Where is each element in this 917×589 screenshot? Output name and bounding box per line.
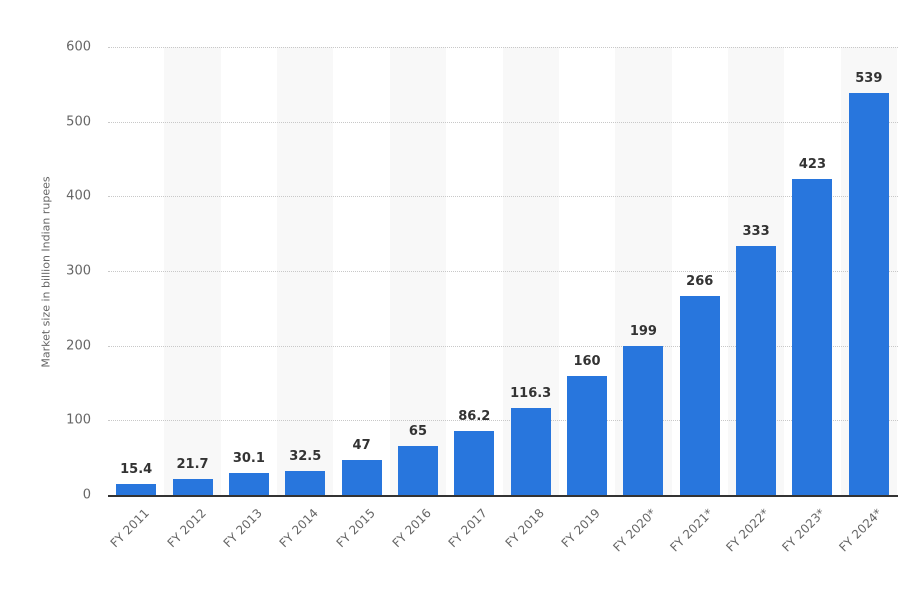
gridline: [108, 122, 898, 123]
bar-value-label: 199: [629, 324, 657, 340]
bar-value-label: 47: [352, 437, 371, 453]
y-tick-label: 100: [66, 412, 91, 428]
bar-value-label: 333: [742, 224, 770, 240]
y-tick-label: 500: [66, 114, 91, 130]
x-tick-label: FY 2022*: [723, 506, 772, 555]
bar-value-label: 539: [855, 70, 883, 86]
x-axis-line: [108, 495, 898, 497]
x-tick-label: FY 2023*: [779, 506, 829, 555]
x-tick-label: FY 2019: [558, 506, 603, 551]
gridline: [108, 271, 898, 272]
bar: [510, 408, 551, 495]
bar-value-label: 32.5: [289, 448, 322, 464]
y-tick-label: 0: [82, 487, 91, 503]
bar: [172, 478, 213, 495]
bar: [623, 346, 664, 495]
x-tick-label: FY 2013: [220, 506, 265, 551]
x-tick-label: FY 2024*: [836, 506, 885, 555]
bar-value-label: 65: [408, 424, 427, 440]
bar: [736, 246, 777, 495]
bar: [285, 470, 326, 495]
x-tick-label: FY 2021*: [667, 506, 716, 555]
x-tick-label: FY 2020*: [610, 506, 660, 555]
y-axis-title: Market size in billion Indian rupees: [39, 176, 53, 368]
x-tick-label: FY 2017: [445, 506, 491, 551]
bar-value-label: 30.1: [232, 450, 265, 466]
bar: [116, 483, 157, 495]
bar: [341, 459, 382, 495]
bar: [454, 430, 495, 495]
x-tick-label: FY 2018: [502, 506, 547, 551]
bar-value-label: 15.4: [120, 461, 153, 477]
bar-value-label: 116.3: [510, 386, 552, 402]
x-tick-label: FY 2012: [164, 506, 209, 551]
x-tick-label: FY 2016: [389, 506, 434, 551]
bar: [397, 446, 438, 495]
gridline: [108, 196, 898, 197]
bar-value-label: 160: [573, 353, 601, 369]
y-tick-label: 200: [66, 338, 91, 354]
bar-value-label: 266: [686, 274, 714, 290]
bar-value-label: 423: [798, 157, 827, 173]
bar: [792, 179, 833, 495]
bar-value-label: 21.7: [176, 456, 209, 472]
bar-value-label: 86.2: [458, 408, 491, 424]
x-tick-label: FY 2011: [107, 506, 153, 551]
x-tick-label: FY 2015: [333, 506, 378, 551]
gridline: [108, 47, 898, 48]
bar: [228, 472, 269, 495]
bar: [679, 296, 720, 495]
y-tick-label: 300: [66, 263, 91, 279]
y-tick-label: 400: [66, 188, 91, 204]
bar: [848, 92, 889, 495]
x-tick-label: FY 2014: [276, 506, 322, 551]
gridline: [108, 346, 898, 347]
bar: [567, 375, 608, 495]
y-tick-label: 600: [66, 39, 91, 55]
gridline: [108, 420, 898, 421]
